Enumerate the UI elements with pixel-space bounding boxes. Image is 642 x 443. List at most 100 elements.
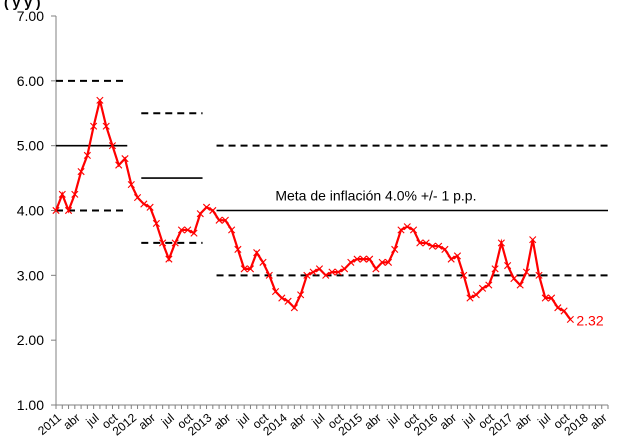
data-point-marker — [202, 203, 211, 211]
x-tick-label: abr — [437, 411, 459, 433]
data-point-marker — [290, 304, 298, 312]
data-point-marker — [435, 242, 443, 250]
data-point-marker — [347, 258, 355, 266]
data-point-marker — [322, 271, 330, 279]
data-point-marker — [190, 229, 198, 237]
x-tick-label: abr — [136, 411, 158, 433]
y-tick-label: 2.00 — [17, 332, 44, 348]
data-point-marker — [340, 265, 349, 273]
x-tick-label: abr — [587, 411, 609, 433]
data-point-marker — [246, 265, 255, 273]
data-point-marker — [529, 236, 537, 244]
data-point-marker — [504, 262, 512, 270]
data-point-marker — [165, 255, 173, 263]
data-point-marker — [58, 190, 66, 198]
data-point-marker — [297, 291, 305, 299]
data-point-marker — [391, 245, 399, 253]
x-tick-label: abr — [286, 411, 308, 433]
x-tick-label: abr — [512, 411, 534, 433]
data-point-marker — [253, 249, 261, 257]
y-tick-label: 6.00 — [17, 73, 44, 89]
data-point-marker — [259, 258, 267, 266]
data-point-marker — [102, 122, 110, 130]
data-point-marker — [121, 155, 129, 163]
y-tick-label: 7.00 — [17, 8, 44, 24]
data-point-marker — [127, 180, 135, 189]
data-point-marker — [485, 281, 493, 289]
data-point-marker — [90, 122, 98, 130]
data-point-marker — [115, 161, 123, 169]
data-point-marker — [460, 271, 468, 279]
data-point-marker — [209, 206, 217, 215]
data-point-marker — [328, 268, 336, 276]
data-point-marker — [422, 239, 430, 247]
data-point-marker — [71, 190, 79, 198]
data-point-marker — [541, 294, 549, 302]
data-point-marker — [184, 226, 192, 234]
data-point-marker — [497, 239, 505, 247]
data-point-marker — [466, 294, 474, 302]
data-point-marker — [215, 216, 223, 224]
data-point-marker — [309, 268, 317, 276]
data-point-marker — [240, 265, 248, 273]
data-point-marker — [384, 258, 393, 266]
data-point-marker — [428, 242, 436, 250]
data-point-marker — [234, 245, 242, 253]
data-point-marker — [378, 258, 386, 266]
data-point-marker — [453, 252, 462, 260]
data-point-marker — [403, 223, 411, 231]
data-point-marker — [77, 168, 85, 176]
data-point-marker — [566, 315, 574, 324]
data-point-marker — [108, 142, 117, 150]
data-point-marker — [560, 307, 568, 315]
data-point-marker — [472, 291, 480, 299]
last-value-label: 2.32 — [576, 312, 603, 328]
data-point-marker — [284, 297, 292, 305]
data-point-marker — [271, 287, 280, 296]
data-point-marker — [510, 274, 518, 283]
x-tick-label: abr — [60, 411, 82, 433]
data-point-marker — [140, 200, 148, 208]
data-point-marker — [64, 206, 73, 215]
data-point-marker — [196, 210, 204, 218]
data-point-marker — [535, 271, 543, 279]
data-point-marker — [359, 255, 367, 263]
data-point-marker — [554, 304, 562, 312]
chart-title-fragment: ( y y ) — [4, 0, 41, 10]
data-point-marker — [152, 219, 160, 228]
data-point-marker — [334, 268, 342, 276]
data-point-marker — [478, 284, 487, 292]
data-point-marker — [96, 96, 104, 104]
data-point-marker — [303, 271, 311, 279]
target-annotation: Meta de inflación 4.0% +/- 1 p.p. — [275, 188, 476, 204]
data-point-marker — [522, 268, 531, 276]
data-point-marker — [315, 265, 324, 273]
data-point-marker — [397, 226, 405, 234]
y-tick-label: 4.00 — [17, 203, 44, 219]
x-tick-label: abr — [362, 411, 384, 433]
data-point-marker — [83, 151, 91, 159]
data-point-marker — [146, 203, 154, 211]
data-point-marker — [366, 255, 374, 263]
y-tick-label: 3.00 — [17, 267, 44, 283]
data-point-marker — [516, 281, 524, 289]
y-tick-label: 5.00 — [17, 138, 44, 154]
y-tick-label: 1.00 — [17, 397, 44, 413]
data-point-marker — [133, 193, 142, 202]
data-point-marker — [278, 294, 286, 302]
data-point-marker — [441, 245, 449, 253]
data-point-marker — [372, 265, 380, 273]
x-tick-label: abr — [211, 411, 233, 433]
data-point-marker — [547, 294, 556, 302]
data-point-marker — [447, 255, 455, 263]
data-point-marker — [177, 226, 186, 234]
data-point-marker — [416, 239, 424, 247]
data-point-marker — [52, 206, 60, 215]
data-point-marker — [221, 216, 229, 224]
data-point-marker — [409, 226, 418, 234]
x-tick-label: 2011 — [35, 410, 64, 438]
data-point-marker — [353, 255, 361, 263]
data-point-marker — [265, 271, 273, 279]
